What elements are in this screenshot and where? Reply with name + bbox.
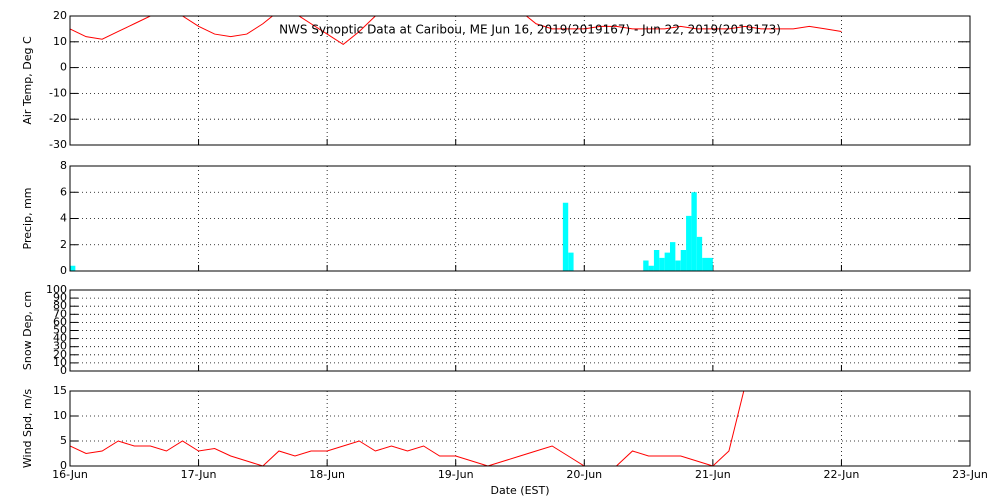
y-tick-label: 20 — [53, 9, 67, 22]
x-tick-label: 23-Jun — [952, 468, 988, 481]
plot-area — [70, 391, 745, 466]
y-axis-label: Snow Dep, cm — [21, 291, 34, 370]
y-tick-label: 80 — [53, 299, 67, 312]
y-tick-label: 30 — [53, 340, 67, 353]
bar — [691, 192, 697, 271]
bar — [664, 252, 670, 271]
plot-area — [70, 16, 842, 45]
x-tick-label: 18-Jun — [309, 468, 345, 481]
y-tick-label: 40 — [53, 332, 67, 345]
y-tick-label: 4 — [60, 212, 67, 225]
y-tick-label: 0 — [60, 264, 67, 277]
y-tick-label: 5 — [60, 434, 67, 447]
y-tick-label: 2 — [60, 238, 67, 251]
bar — [659, 257, 665, 271]
x-tick-label: 17-Jun — [181, 468, 217, 481]
y-axis-label: Wind Spd, m/s — [21, 389, 34, 469]
x-tick-label: 16-Jun — [52, 468, 88, 481]
y-tick-label: 20 — [53, 348, 67, 361]
x-tick-label: 20-Jun — [566, 468, 602, 481]
x-axis-label: Date (EST) — [490, 484, 549, 497]
plot-frame — [69, 390, 971, 467]
y-tick-label: 60 — [53, 315, 67, 328]
x-tick-label: 22-Jun — [824, 468, 860, 481]
y-tick-label: 8 — [60, 159, 67, 172]
y-tick-label: 10 — [53, 35, 67, 48]
plot-frame — [69, 289, 971, 372]
bar — [696, 236, 703, 271]
bar — [70, 265, 76, 271]
y-tick-label: 6 — [60, 185, 67, 198]
bar — [562, 202, 569, 271]
y-tick-label: 100 — [46, 283, 67, 296]
y-tick-label: -30 — [49, 138, 67, 151]
plot-frame — [69, 165, 971, 272]
plot-area — [70, 192, 713, 271]
x-tick-label: 21-Jun — [695, 468, 731, 481]
bar — [643, 260, 649, 271]
y-tick-label: -10 — [49, 86, 67, 99]
bar — [707, 257, 713, 271]
y-axis-label: Air Temp, Deg C — [21, 36, 34, 125]
chart-title: NWS Synoptic Data at Caribou, ME Jun 16,… — [279, 23, 781, 37]
data-line — [70, 391, 745, 466]
bar — [702, 257, 708, 271]
bar — [648, 265, 654, 271]
y-tick-label: 0 — [60, 61, 67, 74]
bar — [675, 260, 681, 271]
data-line — [70, 16, 842, 45]
x-tick-label: 19-Jun — [438, 468, 474, 481]
y-tick-label: 70 — [53, 307, 67, 320]
bar — [670, 242, 676, 271]
y-tick-label: 10 — [53, 409, 67, 422]
y-tick-label: 50 — [53, 324, 67, 337]
y-tick-label: 10 — [53, 356, 67, 369]
bar — [686, 215, 692, 271]
plot-frame — [69, 15, 971, 146]
y-axis-label: Precip, mm — [21, 188, 34, 250]
y-tick-label: 90 — [53, 291, 67, 304]
y-tick-label: 0 — [60, 459, 67, 472]
y-tick-label: 15 — [53, 384, 67, 397]
bar — [653, 250, 660, 271]
y-tick-label: 0 — [60, 364, 67, 377]
bar — [568, 252, 574, 271]
y-tick-label: -20 — [49, 112, 67, 125]
bar — [680, 250, 687, 271]
